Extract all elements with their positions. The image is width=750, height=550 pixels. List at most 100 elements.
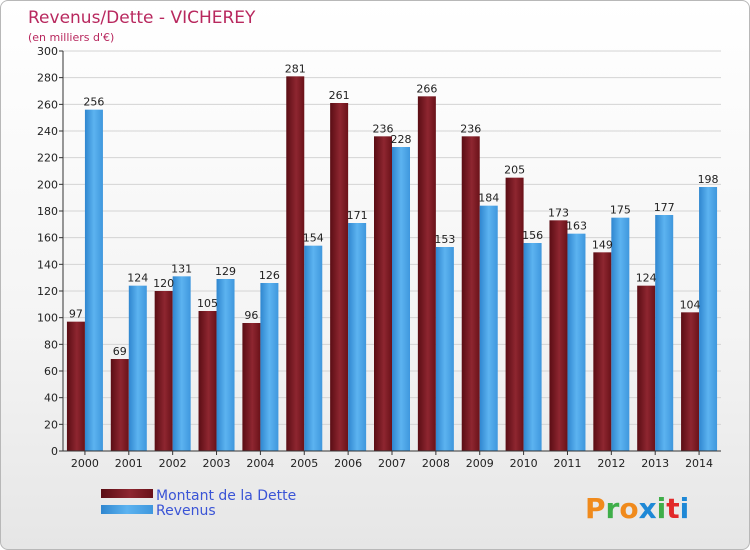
x-tick-label: 2014 — [685, 457, 713, 470]
bar-dette — [286, 76, 305, 451]
proxiti-logo: Proxiti — [585, 492, 689, 525]
x-tick-label: 2004 — [246, 457, 274, 470]
bar-revenus — [216, 279, 235, 451]
bar-revenus — [567, 233, 586, 451]
data-label: 228 — [391, 133, 412, 146]
data-label: 97 — [69, 308, 83, 321]
data-label: 104 — [680, 298, 701, 311]
y-tick-label: 280 — [37, 72, 58, 85]
data-label: 129 — [215, 265, 236, 278]
bar-dette — [154, 291, 173, 451]
data-label: 124 — [127, 272, 148, 285]
y-tick-label: 180 — [37, 205, 58, 218]
data-label: 105 — [197, 297, 218, 310]
data-label: 69 — [113, 345, 127, 358]
y-tick-label: 160 — [37, 232, 58, 245]
bar-dette — [637, 285, 656, 451]
bar-revenus — [611, 217, 630, 451]
data-label: 236 — [460, 122, 481, 135]
bar-dette — [417, 96, 436, 451]
data-label: 175 — [610, 204, 631, 217]
data-label: 156 — [522, 229, 543, 242]
bars — [66, 76, 718, 452]
x-tick-label: 2006 — [334, 457, 362, 470]
x-tick-label: 2005 — [290, 457, 318, 470]
data-labels: 97 256 69 124 120 131 105 129 96 126 281 154 261 171 2… — [69, 62, 719, 358]
data-label: 256 — [83, 96, 104, 109]
y-tick-label: 0 — [51, 445, 58, 458]
bar-revenus — [655, 215, 674, 451]
data-label: 131 — [171, 262, 192, 275]
y-tick-label: 80 — [44, 338, 58, 351]
data-label: 126 — [259, 269, 280, 282]
bar-revenus — [699, 187, 718, 451]
x-tick-label: 2007 — [378, 457, 406, 470]
y-tick-label: 300 — [37, 45, 58, 58]
x-tick-label: 2000 — [71, 457, 99, 470]
bar-dette — [66, 321, 85, 451]
y-tick-label: 220 — [37, 152, 58, 165]
y-tick-label: 40 — [44, 392, 58, 405]
data-label: 266 — [416, 82, 437, 95]
x-tick-label: 2001 — [115, 457, 143, 470]
data-label: 124 — [636, 272, 657, 285]
bar-revenus — [128, 285, 147, 451]
data-label: 198 — [698, 173, 719, 186]
bar-dette — [198, 311, 217, 451]
bar-revenus — [260, 283, 279, 451]
y-tick-label: 20 — [44, 418, 58, 431]
bar-revenus — [479, 205, 498, 451]
data-label: 281 — [285, 62, 306, 75]
y-tick-label: 240 — [37, 125, 58, 138]
data-label: 163 — [566, 220, 587, 233]
bar-revenus — [392, 147, 410, 451]
x-tick-label: 2010 — [510, 457, 538, 470]
x-tick-label: 2002 — [159, 457, 187, 470]
logo-letter: r — [606, 492, 620, 525]
logo-letter: x — [639, 492, 657, 525]
data-label: 154 — [303, 232, 324, 245]
data-label: 120 — [153, 277, 174, 290]
bar-dette — [681, 312, 700, 451]
legend-label-debt: Montant de la Dette — [156, 488, 296, 504]
y-tick-label: 140 — [37, 258, 58, 271]
legend-swatch-revenus — [101, 505, 153, 514]
legend-swatch-debt — [101, 489, 153, 498]
x-tick-label: 2012 — [597, 457, 625, 470]
x-axis-ticks: 2000 2001 2002 2003 2004 2005 2006 2007 2008 2009… — [71, 451, 713, 470]
data-label: 184 — [478, 192, 499, 205]
logo-letter: P — [585, 492, 606, 525]
x-tick-label: 2003 — [203, 457, 231, 470]
y-tick-label: 260 — [37, 98, 58, 111]
data-label: 261 — [329, 89, 350, 102]
data-label: 205 — [504, 164, 525, 177]
logo-letter: i — [657, 492, 667, 525]
bar-dette — [242, 323, 261, 451]
data-label: 171 — [347, 209, 368, 222]
legend-label-revenus: Revenus — [156, 503, 216, 519]
bar-dette — [330, 103, 349, 451]
data-label: 149 — [592, 238, 613, 251]
y-tick-label: 60 — [44, 365, 58, 378]
bar-dette — [593, 252, 612, 451]
bar-dette — [505, 177, 524, 451]
bar-dette — [461, 136, 480, 452]
logo-letter: o — [619, 492, 638, 525]
bar-dette — [549, 220, 568, 451]
x-tick-label: 2008 — [422, 457, 450, 470]
x-tick-label: 2011 — [553, 457, 581, 470]
legend: Montant de la Dette Revenus — [101, 488, 296, 519]
chart-title: Revenus/Dette - VICHEREY — [28, 8, 256, 28]
bar-revenus — [172, 276, 191, 451]
bar-revenus — [84, 109, 103, 452]
chart-subtitle: (en milliers d'€) — [28, 31, 114, 44]
bar-revenus — [523, 243, 542, 451]
y-tick-label: 120 — [37, 285, 58, 298]
bar-revenus — [348, 223, 367, 451]
data-label: 153 — [434, 233, 455, 246]
logo-letter: i — [680, 492, 690, 525]
x-tick-label: 2013 — [641, 457, 669, 470]
bar-dette — [374, 136, 392, 452]
logo-letter: t — [666, 492, 679, 525]
